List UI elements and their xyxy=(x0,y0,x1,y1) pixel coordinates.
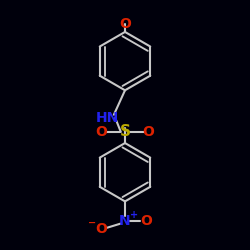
Text: HN: HN xyxy=(95,111,118,125)
Text: N: N xyxy=(119,214,131,228)
Text: S: S xyxy=(120,124,130,140)
Text: O: O xyxy=(96,125,107,139)
Text: O: O xyxy=(143,125,154,139)
Text: O: O xyxy=(96,222,107,236)
Text: +: + xyxy=(130,210,138,220)
Text: O: O xyxy=(119,16,131,30)
Text: −: − xyxy=(88,218,96,228)
Text: O: O xyxy=(140,214,152,228)
